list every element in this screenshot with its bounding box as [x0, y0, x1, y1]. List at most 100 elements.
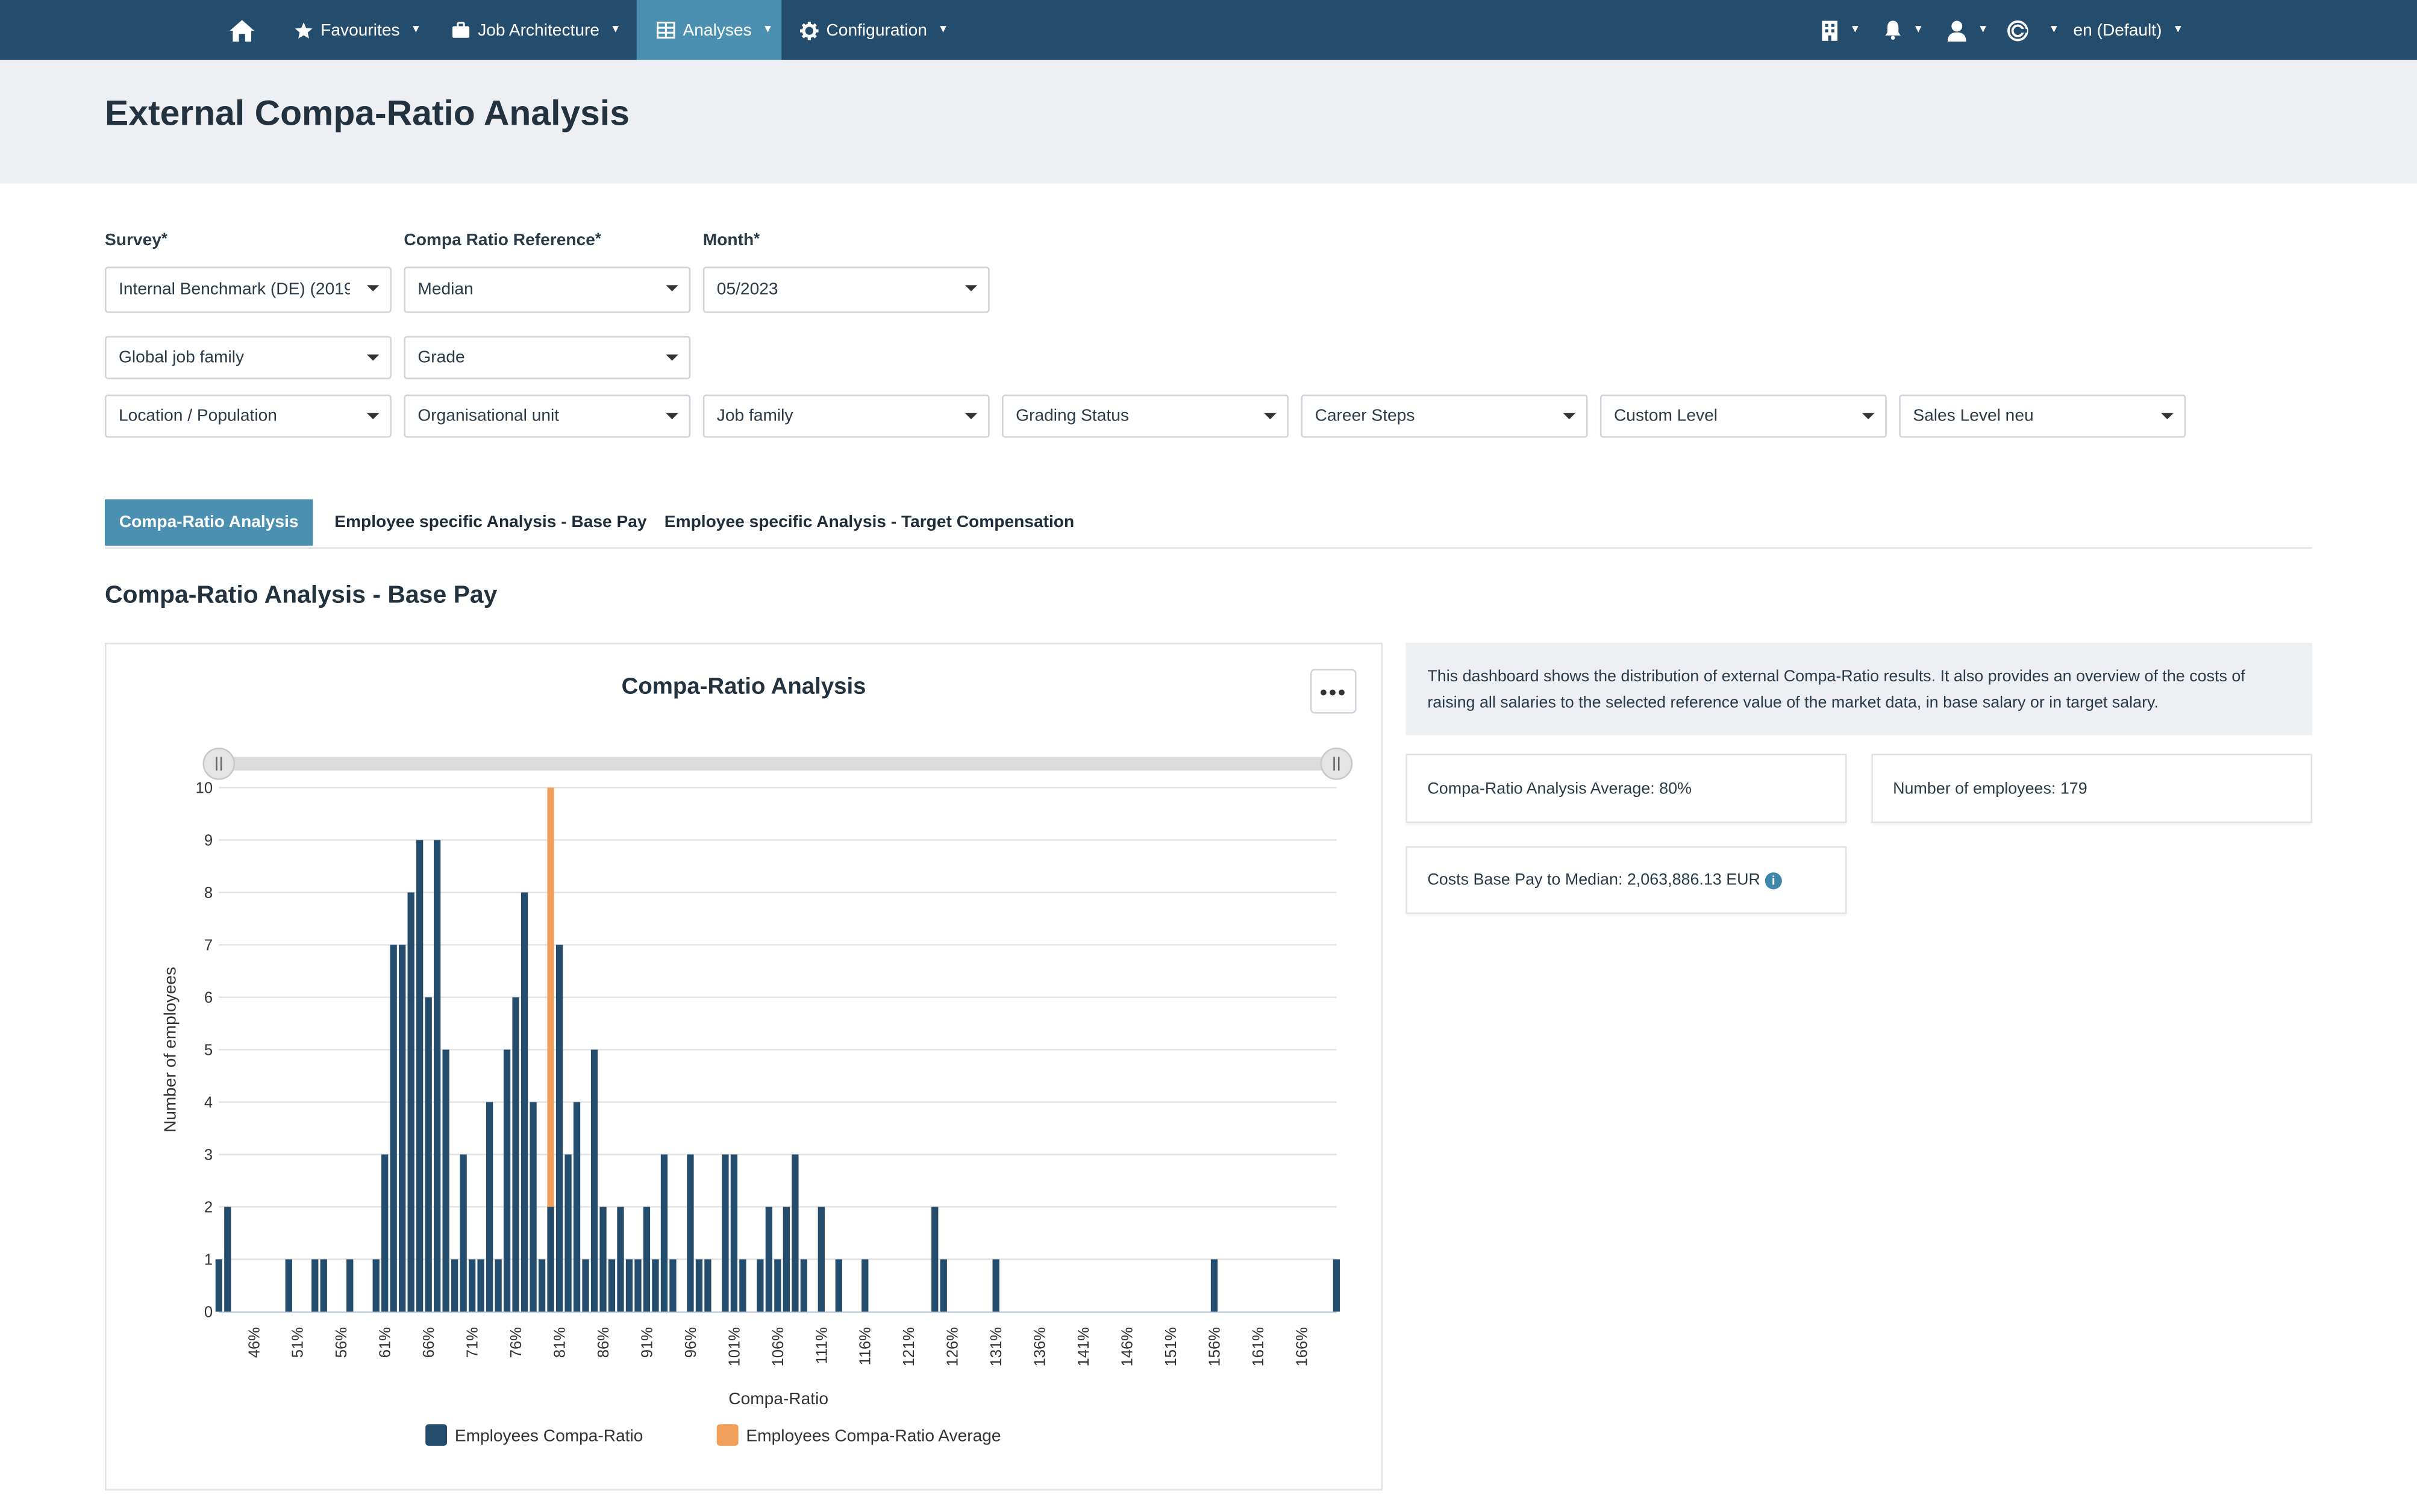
bar-employees-compa-ratio[interactable]: [582, 1259, 589, 1312]
bar-employees-compa-ratio[interactable]: [695, 1259, 703, 1312]
bar-compa-ratio-average[interactable]: [547, 787, 554, 1312]
bar-employees-compa-ratio[interactable]: [425, 997, 432, 1312]
location-population-select[interactable]: Location / Population: [104, 395, 392, 438]
global-job-family-select[interactable]: Global job family: [104, 336, 392, 380]
organization-menu[interactable]: ▼: [1821, 0, 1860, 60]
bar-employees-compa-ratio[interactable]: [739, 1259, 746, 1312]
bar-employees-compa-ratio[interactable]: [468, 1259, 476, 1312]
grade-select[interactable]: Grade: [404, 336, 691, 380]
range-slider-track[interactable]: [219, 757, 1337, 771]
bar-employees-compa-ratio[interactable]: [940, 1259, 947, 1312]
notifications-menu[interactable]: ▼: [1884, 0, 1924, 60]
nav-analyses[interactable]: Analyses ▼: [636, 0, 782, 60]
bar-employees-compa-ratio[interactable]: [346, 1259, 354, 1312]
sales-level-select[interactable]: Sales Level neu: [1899, 395, 2186, 438]
bar-employees-compa-ratio[interactable]: [477, 1259, 484, 1312]
bar-employees-compa-ratio[interactable]: [285, 1259, 292, 1312]
bar-employees-compa-ratio[interactable]: [451, 1259, 458, 1312]
bar-employees-compa-ratio[interactable]: [564, 1154, 572, 1312]
bar-employees-compa-ratio[interactable]: [800, 1259, 807, 1312]
bar-employees-compa-ratio[interactable]: [652, 1259, 659, 1312]
bar-employees-compa-ratio[interactable]: [625, 1259, 633, 1312]
chevron-down-icon: ▼: [1977, 24, 1989, 36]
nav-favourites[interactable]: Favourites ▼: [295, 0, 421, 60]
bar-employees-compa-ratio[interactable]: [555, 945, 563, 1312]
language-menu[interactable]: en (Default) ▼: [2073, 0, 2183, 60]
bar-employees-compa-ratio[interactable]: [1210, 1259, 1218, 1312]
info-icon[interactable]: i: [1765, 871, 1782, 889]
bar-employees-compa-ratio[interactable]: [407, 892, 414, 1312]
bar-employees-compa-ratio[interactable]: [311, 1259, 319, 1312]
tab-employee-target-compensation[interactable]: Employee specific Analysis - Target Comp…: [664, 513, 1075, 532]
bar-employees-compa-ratio[interactable]: [460, 1154, 467, 1312]
bar-employees-compa-ratio[interactable]: [608, 1259, 616, 1312]
career-steps-select[interactable]: Career Steps: [1301, 395, 1588, 438]
gear-icon: [799, 20, 819, 40]
bar-employees-compa-ratio[interactable]: [486, 1102, 493, 1312]
bar-employees-compa-ratio[interactable]: [215, 1259, 222, 1312]
bar-employees-compa-ratio[interactable]: [669, 1259, 677, 1312]
bar-employees-compa-ratio[interactable]: [765, 1207, 773, 1312]
nav-configuration[interactable]: Configuration ▼: [799, 0, 949, 60]
custom-level-select[interactable]: Custom Level: [1599, 395, 1887, 438]
bar-employees-compa-ratio[interactable]: [416, 840, 424, 1312]
bar-employees-compa-ratio[interactable]: [835, 1259, 842, 1312]
range-slider-handle-right[interactable]: [1320, 747, 1353, 780]
chart-menu-button[interactable]: •••: [1310, 669, 1357, 714]
bar-employees-compa-ratio[interactable]: [224, 1207, 231, 1312]
job-family-select[interactable]: Job family: [702, 395, 990, 438]
bar-employees-compa-ratio[interactable]: [547, 1207, 554, 1312]
grading-status-select[interactable]: Grading Status: [1002, 395, 1289, 438]
chevron-down-icon: [2161, 413, 2174, 419]
range-slider-handle-left[interactable]: [202, 747, 236, 780]
legend-item-compa-ratio[interactable]: Employees Compa-Ratio: [425, 1424, 643, 1446]
tab-employee-base-pay[interactable]: Employee specific Analysis - Base Pay: [334, 513, 647, 532]
bar-employees-compa-ratio[interactable]: [617, 1207, 624, 1312]
bar-employees-compa-ratio[interactable]: [372, 1259, 380, 1312]
bar-employees-compa-ratio[interactable]: [521, 892, 528, 1312]
bar-employees-compa-ratio[interactable]: [818, 1207, 825, 1312]
organisational-unit-select[interactable]: Organisational unit: [404, 395, 691, 438]
bar-employees-compa-ratio[interactable]: [634, 1259, 642, 1312]
bar-employees-compa-ratio[interactable]: [381, 1154, 389, 1312]
month-select[interactable]: 05/2023: [702, 266, 990, 313]
bar-employees-compa-ratio[interactable]: [643, 1207, 651, 1312]
theme-menu[interactable]: ▼: [2007, 0, 2059, 60]
bar-employees-compa-ratio[interactable]: [599, 1207, 607, 1312]
bar-employees-compa-ratio[interactable]: [512, 997, 519, 1312]
bar-employees-compa-ratio[interactable]: [783, 1207, 790, 1312]
bar-employees-compa-ratio[interactable]: [1333, 1259, 1340, 1312]
bar-employees-compa-ratio[interactable]: [320, 1259, 327, 1312]
reference-select[interactable]: Median: [404, 266, 691, 313]
bar-employees-compa-ratio[interactable]: [433, 840, 441, 1312]
bar-employees-compa-ratio[interactable]: [774, 1259, 781, 1312]
bar-employees-compa-ratio[interactable]: [722, 1154, 729, 1312]
user-menu[interactable]: ▼: [1947, 0, 1989, 60]
bar-employees-compa-ratio[interactable]: [730, 1154, 738, 1312]
bar-employees-compa-ratio[interactable]: [390, 945, 397, 1312]
bar-employees-compa-ratio[interactable]: [538, 1259, 546, 1312]
bar-employees-compa-ratio[interactable]: [931, 1207, 939, 1312]
bar-employees-compa-ratio[interactable]: [590, 1049, 598, 1312]
bar-employees-compa-ratio[interactable]: [399, 945, 406, 1312]
chart-card: [104, 642, 1383, 1491]
legend-swatch: [425, 1424, 448, 1446]
home-icon[interactable]: [228, 0, 256, 60]
bar-employees-compa-ratio[interactable]: [992, 1259, 999, 1312]
survey-select[interactable]: Internal Benchmark (DE) (2019) (: [104, 266, 392, 313]
bar-employees-compa-ratio[interactable]: [573, 1102, 581, 1312]
bar-employees-compa-ratio[interactable]: [861, 1259, 869, 1312]
nav-job-architecture[interactable]: Job Architecture ▼: [452, 0, 621, 60]
bar-employees-compa-ratio[interactable]: [495, 1259, 502, 1312]
bar-employees-compa-ratio[interactable]: [442, 1049, 449, 1312]
bar-employees-compa-ratio[interactable]: [687, 1154, 694, 1312]
tab-compa-ratio-analysis[interactable]: Compa-Ratio Analysis: [104, 499, 313, 546]
bar-employees-compa-ratio[interactable]: [530, 1102, 537, 1312]
bar-employees-compa-ratio[interactable]: [660, 1154, 668, 1312]
bar-employees-compa-ratio[interactable]: [792, 1154, 799, 1312]
bar-employees-compa-ratio[interactable]: [503, 1049, 511, 1312]
legend-item-compa-ratio-average[interactable]: Employees Compa-Ratio Average: [716, 1424, 1001, 1446]
bar-employees-compa-ratio[interactable]: [757, 1259, 764, 1312]
bar-employees-compa-ratio[interactable]: [704, 1259, 711, 1312]
chevron-down-icon: [1563, 413, 1575, 419]
